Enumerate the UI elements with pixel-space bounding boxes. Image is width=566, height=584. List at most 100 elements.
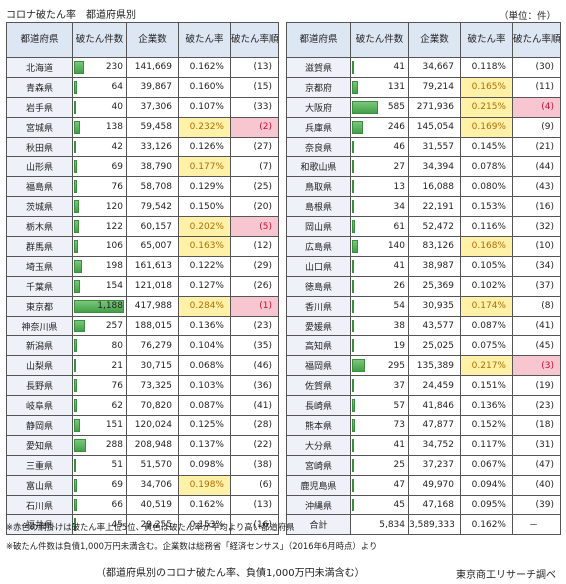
rate-rank: (44) xyxy=(512,156,561,178)
firm-count: 38,790 xyxy=(126,156,179,178)
count-bar xyxy=(352,458,354,472)
count-bar xyxy=(74,458,77,472)
bankruptcy-count: 69 xyxy=(111,161,123,172)
table-row: 香川県 54 30,935 0.174% (8) xyxy=(286,295,561,317)
header-rate: 破たん率 xyxy=(460,22,513,58)
firm-count: 31,557 xyxy=(408,136,461,158)
bankruptcy-count-cell: 230 xyxy=(72,57,127,78)
bankruptcy-count-cell: 37 xyxy=(350,375,409,397)
table-row: 青森県 64 39,867 0.160% (15) xyxy=(6,76,279,98)
prefecture-name: 鳥取県 xyxy=(286,176,351,198)
bankruptcy-count-cell: 54 xyxy=(350,295,409,317)
table-row: 宮城県 138 59,458 0.232% (2) xyxy=(6,116,279,138)
bankruptcy-count: 585 xyxy=(387,102,405,113)
prefecture-name: 合計 xyxy=(286,514,351,536)
bankruptcy-rate: 0.125% xyxy=(178,415,231,436)
bankruptcy-count-cell: 34 xyxy=(350,196,409,218)
bankruptcy-count: 106 xyxy=(105,241,123,252)
firm-count: 47,168 xyxy=(408,494,461,516)
firm-count: 34,706 xyxy=(126,474,179,496)
bankruptcy-rate: 0.129% xyxy=(178,176,231,198)
bankruptcy-rate: 0.198% xyxy=(178,474,231,496)
table-row: 富山県 69 34,706 0.198% (6) xyxy=(6,474,279,496)
rate-rank: (4) xyxy=(512,96,561,118)
bankruptcy-count-cell: 122 xyxy=(72,216,127,238)
bankruptcy-count: 295 xyxy=(387,360,405,371)
bankruptcy-count: 120 xyxy=(105,201,123,212)
prefecture-name: 岐阜県 xyxy=(6,395,73,417)
bankruptcy-rate: 0.162% xyxy=(178,494,231,516)
rate-rank: (16) xyxy=(230,514,279,536)
bankruptcy-rate: 0.087% xyxy=(178,395,231,417)
firm-count: 141,669 xyxy=(126,57,179,78)
count-bar xyxy=(74,259,83,273)
bankruptcy-count-cell: 41 xyxy=(350,434,409,456)
count-bar xyxy=(74,279,81,293)
page-title: コロナ破たん率 都道府県別 xyxy=(6,10,136,21)
bankruptcy-rate: 0.118% xyxy=(460,57,513,78)
rate-rank: (45) xyxy=(512,335,561,357)
rate-rank: (33) xyxy=(230,96,279,118)
bankruptcy-count: 80 xyxy=(111,340,123,351)
rate-rank: (21) xyxy=(512,136,561,158)
firm-count: 24,459 xyxy=(408,375,461,397)
table-row: 三重県 51 51,570 0.098% (38) xyxy=(6,454,279,476)
bankruptcy-count-cell: 64 xyxy=(72,76,127,98)
count-bar xyxy=(74,200,80,214)
prefecture-name: 宮城県 xyxy=(6,116,73,138)
note-highlight: ※赤色の網掛けは破たん率上位5位、黄色は破たん率が平均より高い都道府県 xyxy=(6,522,295,532)
rate-rank: (26) xyxy=(230,275,279,297)
bankruptcy-count-cell: 47 xyxy=(350,474,409,496)
bankruptcy-count-cell: 5,834 xyxy=(350,514,409,536)
source-credit: 東京商工リサーチ調べ xyxy=(456,570,556,581)
rate-rank: (7) xyxy=(230,156,279,178)
header-count: 破たん件数 xyxy=(72,22,127,58)
prefecture-name: 滋賀県 xyxy=(286,57,351,78)
table-row: 東京都 1,188 417,988 0.284% (1) xyxy=(6,295,279,317)
prefecture-name: 岩手県 xyxy=(6,96,73,118)
bankruptcy-count-cell: 80 xyxy=(72,335,127,357)
bankruptcy-rate: 0.150% xyxy=(178,196,231,218)
table-row: 京都府 131 79,214 0.165% (11) xyxy=(286,76,561,98)
prefecture-name: 秋田県 xyxy=(6,136,73,158)
bankruptcy-count-cell: 62 xyxy=(72,395,127,417)
bankruptcy-rate: 0.067% xyxy=(460,454,513,476)
table-row: 和歌山県 27 34,394 0.078% (44) xyxy=(286,156,561,178)
bankruptcy-rate: 0.215% xyxy=(460,96,513,118)
count-bar xyxy=(74,299,124,313)
count-bar xyxy=(74,339,78,353)
rate-rank: (34) xyxy=(512,255,561,277)
count-bar xyxy=(74,80,77,94)
table-row: 兵庫県 246 145,054 0.169% (9) xyxy=(286,116,561,138)
prefecture-name: 鹿児島県 xyxy=(286,474,351,496)
count-bar xyxy=(352,259,354,273)
count-bar xyxy=(352,438,354,452)
prefecture-name: 愛知県 xyxy=(6,434,73,456)
prefecture-name: 熊本県 xyxy=(286,415,351,436)
bankruptcy-count: 41 xyxy=(393,440,405,451)
firm-count: 30,935 xyxy=(408,295,461,317)
firm-count: 38,987 xyxy=(408,255,461,277)
count-bar xyxy=(74,61,84,74)
table-row: 岐阜県 62 70,820 0.087% (41) xyxy=(6,395,279,417)
bankruptcy-count: 154 xyxy=(105,281,123,292)
table-row: 新潟県 80 76,279 0.104% (35) xyxy=(6,335,279,357)
table-row: 島根県 34 22,191 0.153% (16) xyxy=(286,196,561,218)
rate-rank: (19) xyxy=(512,375,561,397)
rate-rank: (16) xyxy=(512,196,561,218)
firm-count: 59,458 xyxy=(126,116,179,138)
bankruptcy-rate: 0.284% xyxy=(178,295,231,317)
count-bar xyxy=(352,279,354,293)
rate-rank: (9) xyxy=(512,116,561,138)
prefecture-name: 沖縄県 xyxy=(286,494,351,516)
bankruptcy-count: 41 xyxy=(393,62,405,73)
bankruptcy-count-cell: 69 xyxy=(72,474,127,496)
rate-rank: (27) xyxy=(230,136,279,158)
table-row: 福岡県 295 135,389 0.217% (3) xyxy=(286,355,561,377)
right-table-body: 滋賀県 41 34,667 0.118% (30) 京都府 131 79,214 0.165%(… xyxy=(286,57,561,536)
header-rank: 破たん率順位 xyxy=(230,22,279,58)
header-rate: 破たん率 xyxy=(178,22,231,58)
table-row: 岡山県 61 52,472 0.116% (32) xyxy=(286,216,561,238)
count-bar xyxy=(352,419,356,432)
count-bar xyxy=(74,180,78,194)
